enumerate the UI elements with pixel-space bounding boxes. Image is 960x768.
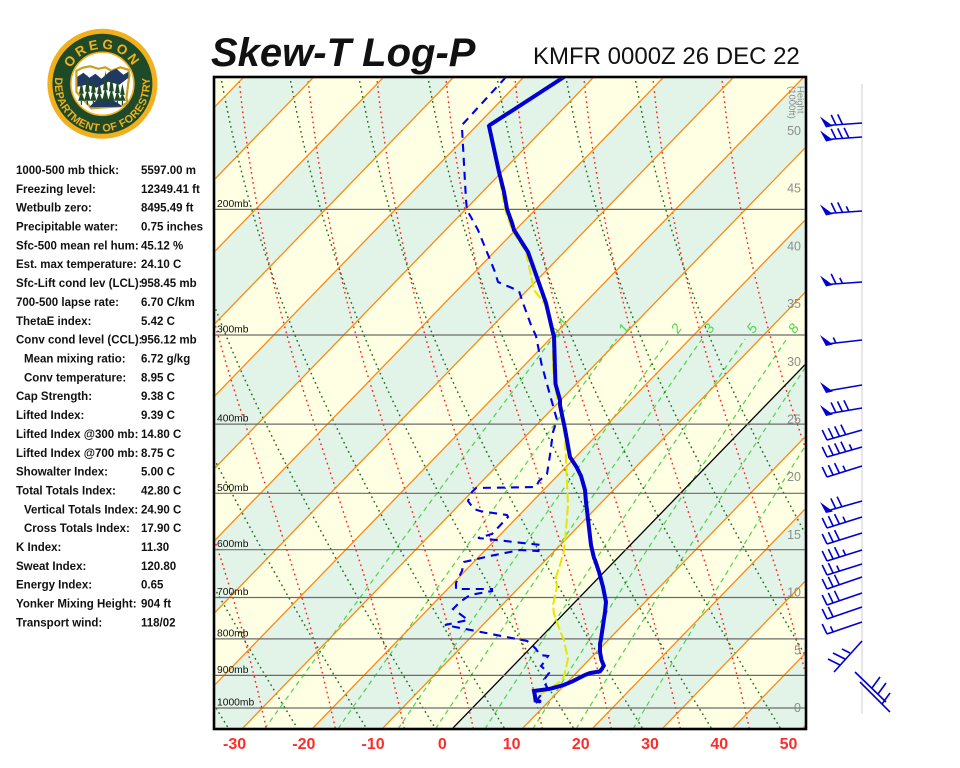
svg-text:6.72 g/kg: 6.72 g/kg <box>141 354 190 366</box>
svg-text:Mean mixing ratio:: Mean mixing ratio: <box>24 354 126 366</box>
svg-text:5.42 C: 5.42 C <box>141 316 175 328</box>
svg-text:Showalter Index:: Showalter Index: <box>16 467 108 479</box>
svg-text:0.65: 0.65 <box>141 580 164 592</box>
svg-text:11.30: 11.30 <box>141 542 169 554</box>
svg-text:Vertical Totals Index:: Vertical Totals Index: <box>24 504 138 516</box>
svg-text:8.75 C: 8.75 C <box>141 448 175 460</box>
svg-text:20: 20 <box>787 470 801 484</box>
svg-text:20: 20 <box>572 736 590 753</box>
svg-text:5.00 C: 5.00 C <box>141 467 175 479</box>
svg-text:5597.00 m: 5597.00 m <box>141 165 196 177</box>
svg-text:Height: Height <box>795 86 806 114</box>
svg-text:958.45 mb: 958.45 mb <box>141 278 197 290</box>
svg-text:30: 30 <box>787 355 801 369</box>
svg-text:Yonker Mixing Height:: Yonker Mixing Height: <box>16 599 137 611</box>
svg-text:Transport wind:: Transport wind: <box>16 617 102 629</box>
svg-text:0.75 inches: 0.75 inches <box>141 222 203 234</box>
svg-text:6.70 C/km: 6.70 C/km <box>141 297 195 309</box>
svg-text:700-500 lapse rate:: 700-500 lapse rate: <box>16 297 119 309</box>
svg-text:-10: -10 <box>362 736 385 753</box>
svg-text:Total Totals Index:: Total Totals Index: <box>16 486 116 498</box>
svg-text:10: 10 <box>787 586 801 600</box>
svg-text:17.90 C: 17.90 C <box>141 523 181 535</box>
svg-text:Sfc-Lift cond lev (LCL):: Sfc-Lift cond lev (LCL): <box>16 278 143 290</box>
svg-text:200mb: 200mb <box>217 199 249 210</box>
svg-text:600mb: 600mb <box>217 539 249 550</box>
svg-text:900mb: 900mb <box>217 665 249 676</box>
svg-text:500mb: 500mb <box>217 483 249 494</box>
svg-text:Lifted Index @300 mb:: Lifted Index @300 mb: <box>16 429 138 441</box>
svg-text:904 ft: 904 ft <box>141 599 171 611</box>
svg-text:-30: -30 <box>223 736 246 753</box>
svg-text:10: 10 <box>503 736 521 753</box>
svg-text:1000mb: 1000mb <box>217 698 254 709</box>
svg-text:0: 0 <box>438 736 447 753</box>
svg-text:40: 40 <box>710 736 728 753</box>
svg-text:Conv cond level (CCL):: Conv cond level (CCL): <box>16 335 143 347</box>
svg-text:24.90 C: 24.90 C <box>141 504 181 516</box>
svg-text:Est. max temperature:: Est. max temperature: <box>16 259 137 271</box>
svg-text:1000-500 mb thick:: 1000-500 mb thick: <box>16 165 119 177</box>
svg-text:Skew-T Log-P: Skew-T Log-P <box>211 31 476 75</box>
svg-text:30: 30 <box>641 736 659 753</box>
svg-text:Sfc-500 mean rel hum:: Sfc-500 mean rel hum: <box>16 240 139 252</box>
svg-text:25: 25 <box>787 413 801 427</box>
svg-text:24.10 C: 24.10 C <box>141 259 181 271</box>
svg-text:400mb: 400mb <box>217 414 249 425</box>
svg-text:Lifted Index:: Lifted Index: <box>16 410 84 422</box>
svg-text:40: 40 <box>787 239 801 253</box>
svg-text:8495.49 ft: 8495.49 ft <box>141 203 194 215</box>
svg-text:45: 45 <box>787 182 801 196</box>
svg-text:(1000ft): (1000ft) <box>786 86 797 119</box>
svg-text:KMFR 0000Z 26 DEC 22: KMFR 0000Z 26 DEC 22 <box>533 43 800 70</box>
svg-text:Energy Index:: Energy Index: <box>16 580 92 592</box>
svg-text:-20: -20 <box>292 736 315 753</box>
svg-text:8.95 C: 8.95 C <box>141 372 175 384</box>
svg-text:15: 15 <box>787 528 801 542</box>
svg-text:956.12 mb: 956.12 mb <box>141 335 197 347</box>
svg-text:Cross Totals Index:: Cross Totals Index: <box>24 523 130 535</box>
svg-text:300mb: 300mb <box>217 325 249 336</box>
svg-text:120.80: 120.80 <box>141 561 176 573</box>
svg-text:14.80 C: 14.80 C <box>141 429 181 441</box>
svg-text:Lifted Index @700 mb:: Lifted Index @700 mb: <box>16 448 138 460</box>
svg-text:9.38 C: 9.38 C <box>141 391 175 403</box>
svg-text:118/02: 118/02 <box>141 617 176 629</box>
svg-text:35: 35 <box>787 297 801 311</box>
svg-text:50: 50 <box>787 124 801 138</box>
svg-text:K Index:: K Index: <box>16 542 61 554</box>
svg-text:800mb: 800mb <box>217 628 249 639</box>
svg-text:45.12 %: 45.12 % <box>141 240 183 252</box>
svg-text:Wetbulb zero:: Wetbulb zero: <box>16 203 92 215</box>
svg-text:Cap Strength:: Cap Strength: <box>16 391 92 403</box>
svg-text:0: 0 <box>794 701 801 715</box>
svg-text:Sweat Index:: Sweat Index: <box>16 561 86 573</box>
svg-text:Precipitable water:: Precipitable water: <box>16 222 118 234</box>
svg-text:12349.41 ft: 12349.41 ft <box>141 184 200 196</box>
svg-text:42.80 C: 42.80 C <box>141 486 181 498</box>
svg-text:Conv temperature:: Conv temperature: <box>24 372 126 384</box>
svg-text:50: 50 <box>780 736 798 753</box>
svg-text:Freezing level:: Freezing level: <box>16 184 96 196</box>
svg-text:700mb: 700mb <box>217 587 249 598</box>
svg-text:5: 5 <box>794 643 801 657</box>
svg-text:ThetaE index:: ThetaE index: <box>16 316 91 328</box>
svg-text:9.39 C: 9.39 C <box>141 410 175 422</box>
